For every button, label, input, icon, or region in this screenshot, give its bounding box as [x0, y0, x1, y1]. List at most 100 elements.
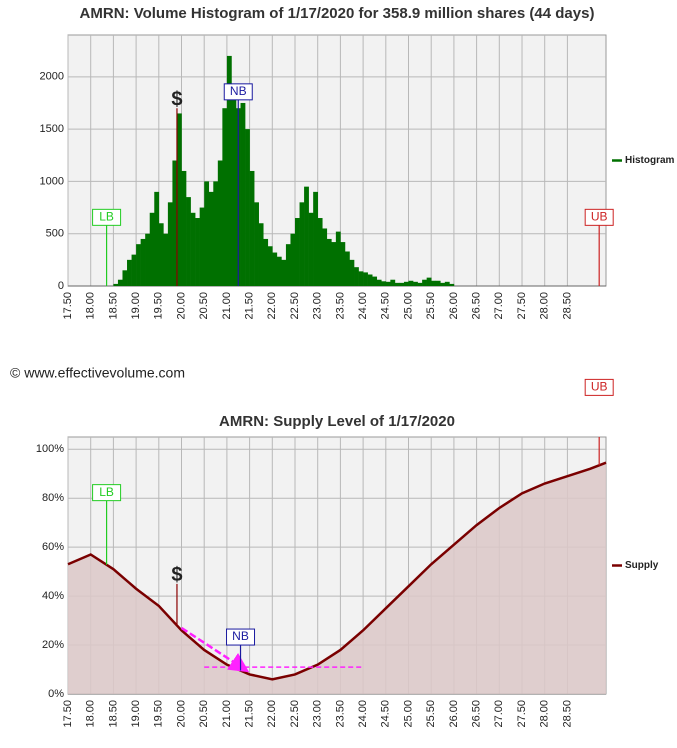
x-tick-label: 25.00 — [402, 700, 414, 728]
bar — [408, 280, 414, 286]
chart-title: AMRN: Volume Histogram of 1/17/2020 for … — [80, 5, 595, 22]
bar — [127, 259, 132, 286]
y-tick-label: 1500 — [40, 123, 64, 135]
marker-label: LB — [99, 485, 114, 499]
bar — [413, 281, 418, 286]
x-tick-label: 27.50 — [516, 292, 528, 320]
bar — [263, 238, 269, 286]
watermark: © www.effectivevolume.com — [10, 365, 185, 381]
x-tick-label: 20.00 — [175, 700, 187, 728]
x-tick-label: 23.50 — [334, 700, 346, 728]
chart-title: AMRN: Supply Level of 1/17/2020 — [219, 413, 455, 430]
marker-box — [226, 628, 256, 646]
x-tick-label: 19.00 — [130, 292, 142, 320]
bar — [281, 259, 287, 286]
bar — [326, 238, 332, 286]
x-tick-label: 17.50 — [62, 292, 74, 320]
bar — [372, 276, 378, 286]
bar — [335, 231, 341, 286]
bar — [340, 242, 346, 286]
x-tick-label: 24.50 — [380, 292, 392, 320]
bar — [290, 233, 296, 286]
bar — [258, 223, 264, 286]
y-tick-label: 100% — [36, 443, 64, 455]
x-tick-label: 18.50 — [107, 292, 119, 320]
marker-box — [584, 208, 614, 226]
bar — [208, 191, 214, 286]
bar — [435, 280, 441, 286]
bar — [158, 223, 164, 286]
x-tick-label: 25.00 — [402, 292, 414, 320]
y-tick-label: 80% — [42, 492, 64, 504]
y-tick-label: 2000 — [40, 71, 64, 83]
trend-arrow — [180, 626, 250, 673]
bar — [417, 282, 423, 286]
x-tick-label: 21.50 — [244, 292, 256, 320]
x-tick-label: 28.00 — [539, 292, 551, 320]
bar — [403, 281, 409, 286]
marker-box — [92, 208, 122, 226]
x-tick-label: 19.50 — [153, 700, 165, 728]
marker-label: $ — [171, 88, 182, 110]
bar — [249, 170, 255, 286]
marker-label: LB — [99, 210, 114, 224]
x-tick-label: 21.50 — [244, 700, 256, 728]
bar — [331, 242, 337, 286]
x-tick-label: 21.00 — [221, 292, 233, 320]
bar — [322, 228, 328, 286]
bar — [136, 244, 141, 286]
x-tick-label: 22.00 — [266, 292, 278, 320]
bar — [181, 170, 187, 286]
marker-box — [584, 378, 614, 396]
marker-label: UB — [591, 210, 608, 224]
bar — [172, 160, 178, 286]
bar — [226, 55, 232, 286]
x-tick-label: 24.00 — [357, 700, 369, 728]
x-tick-label: 26.00 — [448, 292, 460, 320]
bar — [186, 197, 191, 286]
legend-label: Histogram — [625, 155, 675, 166]
x-tick-label: 20.00 — [175, 292, 187, 320]
x-tick-label: 26.50 — [471, 700, 483, 728]
x-tick-label: 25.50 — [425, 292, 437, 320]
y-tick-label: 60% — [42, 541, 64, 553]
bar — [113, 283, 119, 286]
bar — [131, 254, 137, 286]
bar — [381, 281, 387, 286]
bar — [422, 279, 427, 286]
bar — [358, 271, 364, 286]
bar — [285, 244, 291, 286]
bar — [363, 272, 368, 286]
bar — [367, 274, 373, 286]
bar — [349, 259, 355, 286]
x-tick-label: 25.50 — [425, 700, 437, 728]
bar — [444, 281, 450, 286]
bar — [431, 280, 437, 286]
line — [67, 461, 607, 681]
bar — [149, 212, 155, 286]
x-tick-label: 18.50 — [107, 700, 119, 728]
x-tick-label: 26.50 — [471, 292, 483, 320]
x-tick-label: 20.50 — [198, 292, 210, 320]
area-fill — [68, 462, 606, 694]
x-tick-label: 27.50 — [516, 700, 528, 728]
bar — [295, 218, 300, 286]
x-tick-label: 17.50 — [62, 700, 74, 728]
bar — [449, 283, 455, 286]
bar — [176, 113, 182, 286]
x-tick-label: 28.50 — [561, 292, 573, 320]
bar — [163, 233, 169, 286]
bar — [426, 277, 432, 286]
x-tick-label: 23.00 — [312, 700, 324, 728]
y-tick-label: 0% — [48, 688, 64, 700]
x-tick-label: 22.00 — [266, 700, 278, 728]
x-tick-label: 19.00 — [130, 700, 142, 728]
x-tick-label: 22.50 — [289, 700, 301, 728]
marker-label: $ — [171, 564, 182, 586]
x-tick-label: 22.50 — [289, 292, 301, 320]
bar — [317, 218, 323, 286]
x-tick-label: 26.00 — [448, 700, 460, 728]
marker-label: UB — [591, 380, 608, 394]
bar — [390, 279, 396, 286]
x-tick-label: 18.00 — [85, 700, 97, 728]
